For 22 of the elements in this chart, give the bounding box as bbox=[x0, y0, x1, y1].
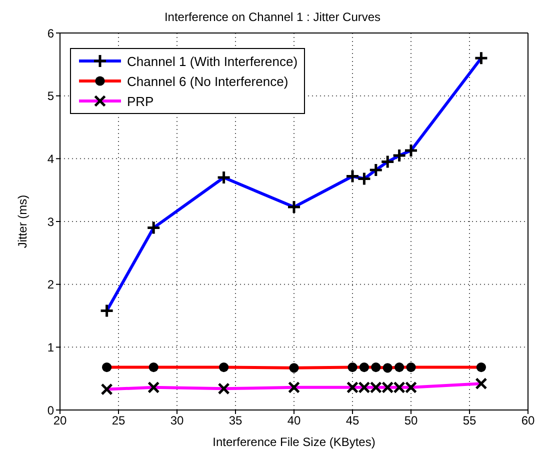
y-tick-label: 6 bbox=[47, 26, 54, 40]
x-tick-label: 50 bbox=[404, 414, 418, 428]
chart-title: Interference on Channel 1 : Jitter Curves bbox=[163, 9, 382, 26]
x-tick-label: 45 bbox=[346, 414, 360, 428]
x-tick-label: 25 bbox=[112, 414, 126, 428]
y-tick-label: 1 bbox=[47, 340, 54, 354]
x-tick-label: 55 bbox=[462, 414, 476, 428]
y-tick-label: 3 bbox=[47, 214, 54, 229]
legend-label: Channel 1 (With Interference) bbox=[127, 54, 298, 68]
x-tick-label: 20 bbox=[53, 414, 67, 428]
y-tick-label: 4 bbox=[47, 152, 54, 166]
y-tick-label: 0 bbox=[47, 403, 54, 418]
x-tick-label: 35 bbox=[228, 414, 242, 428]
legend-label: Channel 6 (No Interference) bbox=[127, 74, 288, 88]
legend-label: PRP bbox=[127, 94, 154, 108]
x-tick-label: 60 bbox=[521, 414, 535, 428]
x-tick-label: 30 bbox=[170, 414, 184, 428]
x-tick-label: 40 bbox=[287, 414, 301, 428]
y-axis-title: Jitter (ms) bbox=[15, 194, 30, 248]
x-axis-title: Interference File Size (KBytes) bbox=[212, 435, 376, 449]
y-tick-label: 2 bbox=[47, 278, 54, 292]
y-tick-label: 5 bbox=[47, 89, 54, 104]
